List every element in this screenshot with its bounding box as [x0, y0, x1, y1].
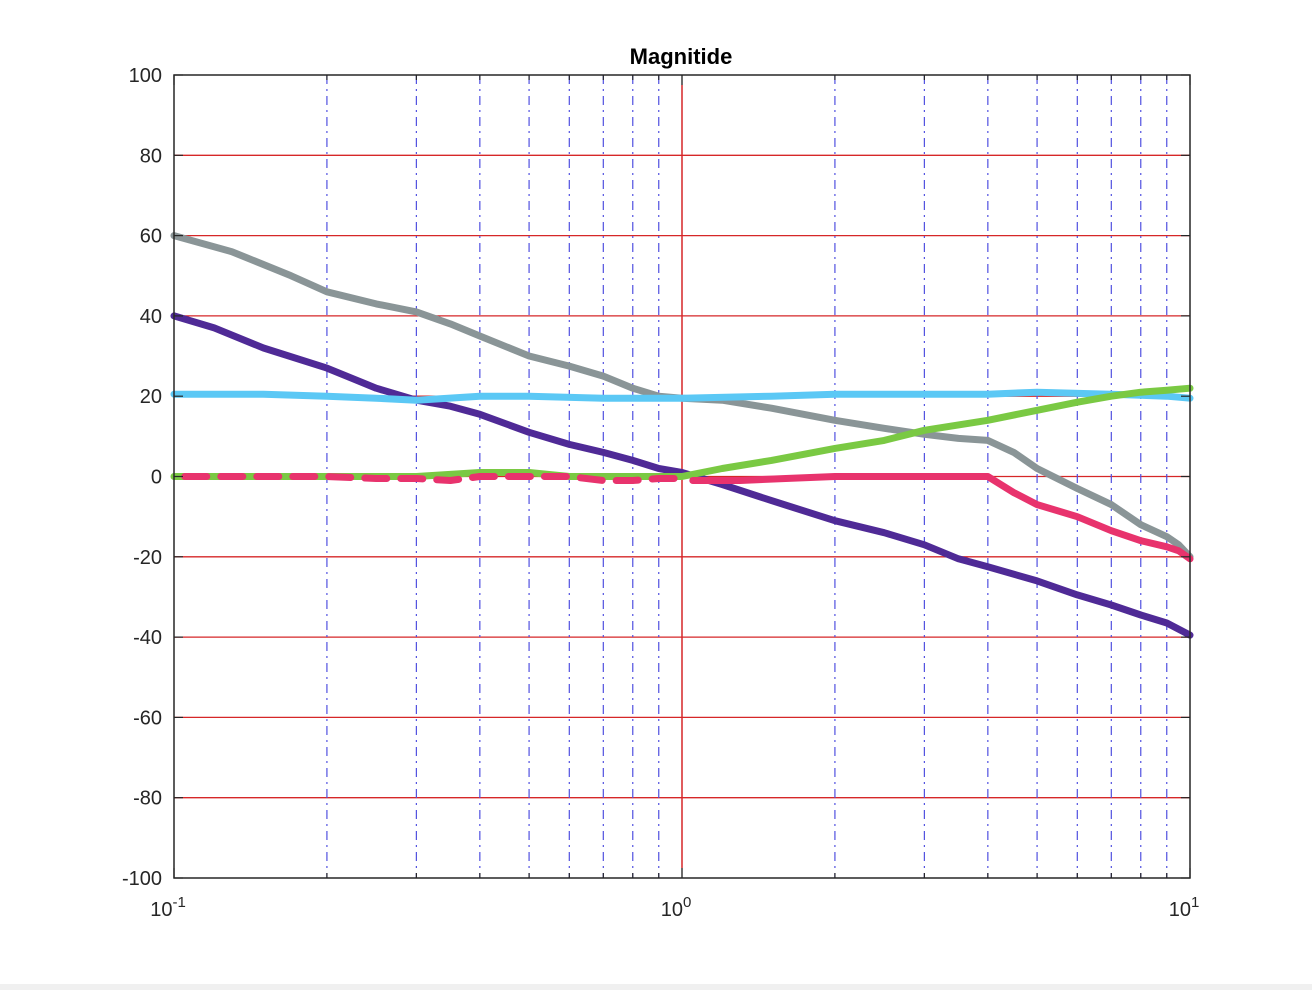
y-tick-label: 80: [140, 145, 162, 167]
series-line-5: [181, 473, 686, 484]
y-tick-label: -20: [133, 547, 162, 569]
y-tick-label: -60: [133, 707, 162, 729]
y-tick-label: -40: [133, 627, 162, 649]
chart-title: Magnitide: [630, 44, 733, 69]
series-line-3: [170, 388, 1194, 404]
series-layer: [170, 232, 1194, 639]
window-bottom-edge: [0, 984, 1312, 990]
x-tick-label: 100: [661, 894, 692, 921]
series-line-4: [170, 384, 1194, 480]
x-tick-label: 101: [1169, 894, 1200, 921]
axis-ticks: [173, 74, 1191, 879]
y-tick-label: 0: [151, 467, 162, 489]
y-tick-label: 100: [129, 65, 162, 87]
series-line-2: [170, 312, 1194, 639]
y-tick-label: -100: [122, 868, 162, 890]
x-tick-labels: 10-1 100 101: [150, 894, 1199, 921]
y-tick-label: 20: [140, 386, 162, 408]
y-tick-label: 60: [140, 226, 162, 248]
y-tick-labels: -100 -80 -60 -40 -20 0 20 40 60 80 100: [122, 65, 162, 890]
x-tick-label: 10-1: [150, 894, 186, 921]
y-tick-label: 40: [140, 306, 162, 328]
series-line-6: [689, 473, 1194, 563]
y-tick-label: -80: [133, 788, 162, 810]
